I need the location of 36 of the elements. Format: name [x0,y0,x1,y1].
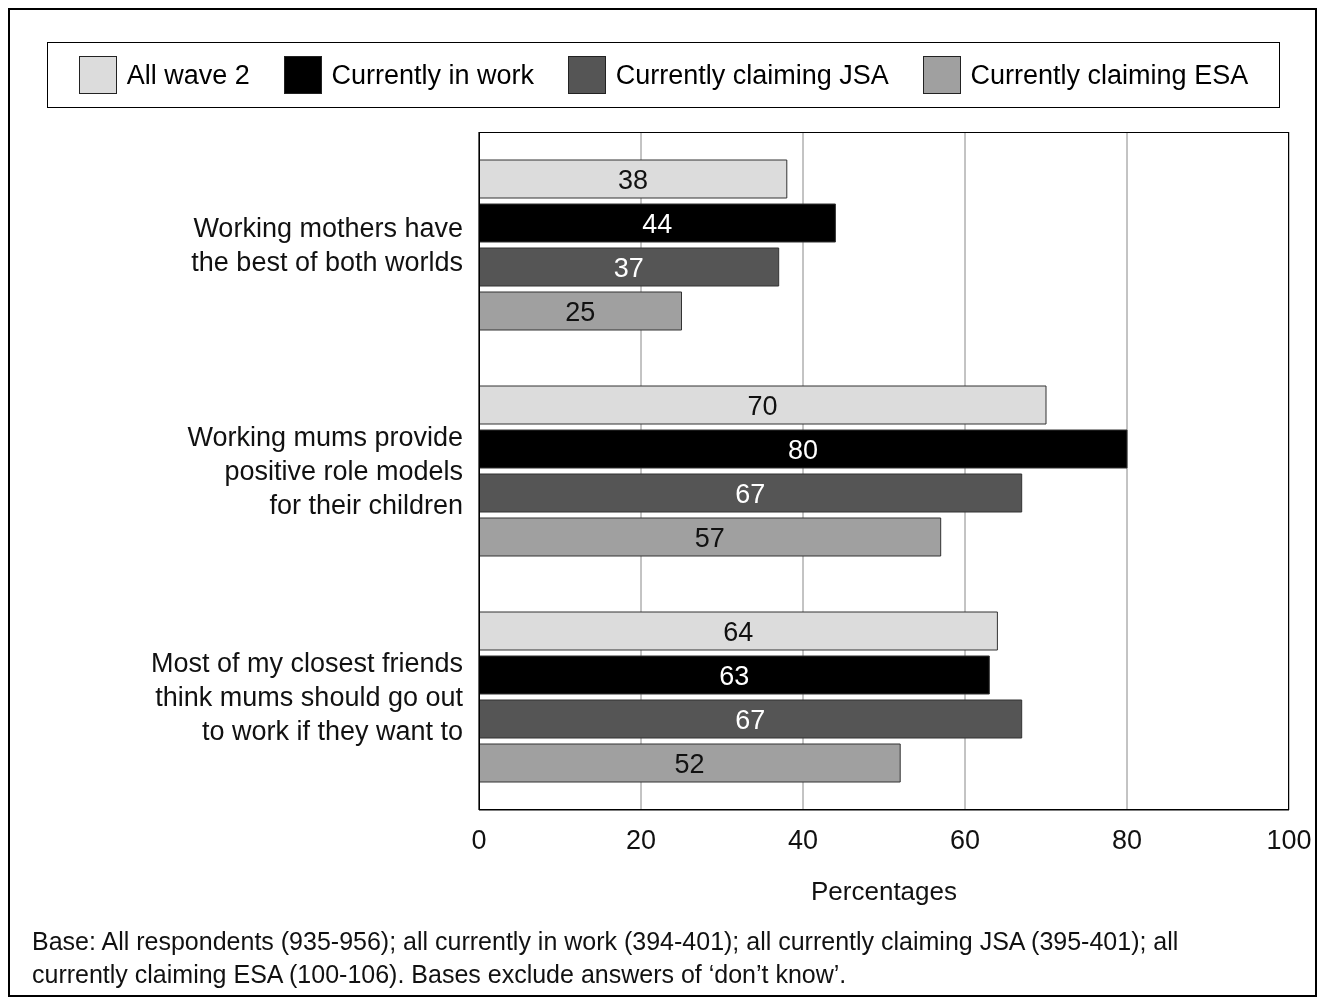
legend-label: Currently claiming ESA [970,59,1249,91]
bar [479,385,1047,425]
bar [479,743,901,783]
bar [479,699,1023,739]
bar [479,517,942,557]
x-tick-label: 60 [949,825,981,856]
x-tick-label: 80 [1111,825,1143,856]
x-tick-label: 0 [471,825,487,856]
bar [479,473,1023,513]
data-label: 64 [723,616,754,647]
x-tick-label: 20 [625,825,657,856]
bar [479,291,682,331]
x-tick-label: 100 [1266,825,1312,856]
data-label: 67 [735,704,766,735]
data-label: 67 [735,478,766,509]
data-label: 63 [719,660,750,691]
data-label: 44 [642,208,673,239]
text: Base: All respondents (935-956); all currently in work (394-401); all currently claiming JSA (395-401); all currently claiming ESA (100-106). Bases exclude answers of ‘don’t know’. [32,926,1180,990]
data-label: 70 [747,390,778,421]
bar [479,247,780,287]
legend-label: All wave 2 [126,59,250,91]
y-tick-label: Most of my closest friends think mums should go out to work if they want to [150,648,464,746]
data-label: 57 [694,522,725,553]
legend-label: Currently in work [331,59,535,91]
bar [479,159,788,199]
bar [479,611,998,651]
x-axis-title: Percentages [810,876,958,907]
data-label: 38 [617,164,648,195]
data-label: 25 [565,296,596,327]
data-label: 80 [787,434,819,465]
data-label: 37 [613,252,644,283]
y-tick-label: Working mothers have the best of both worlds [191,213,463,277]
x-tick-label: 40 [787,825,819,856]
legend-label: Currently claiming JSA [615,59,889,91]
data-label: 52 [674,748,705,779]
y-tick-label: Working mums provide positive role models for their children [187,422,463,520]
